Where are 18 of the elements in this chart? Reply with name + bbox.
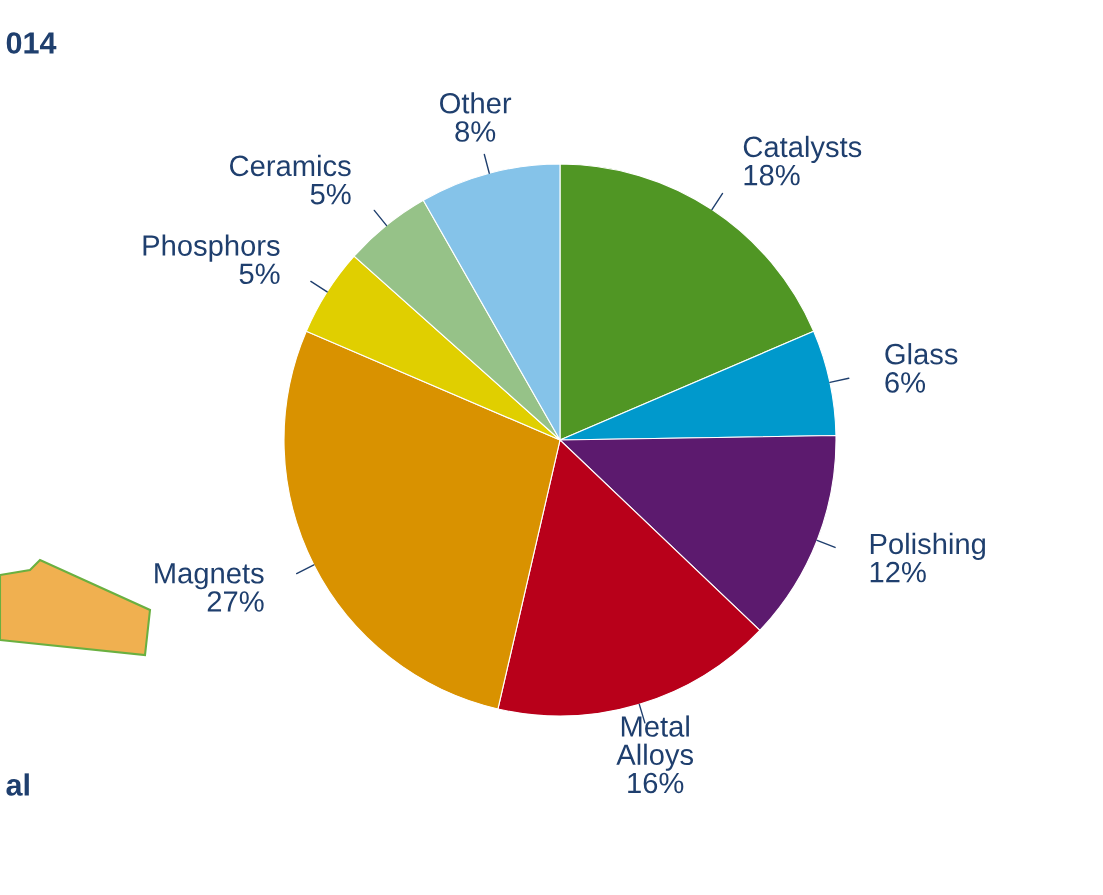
data-label: 5% xyxy=(310,183,351,205)
text: 014 xyxy=(6,32,57,54)
data-label: 16% xyxy=(628,772,684,794)
slice-label: Other xyxy=(440,92,512,114)
data-label: 18% xyxy=(744,164,800,186)
slice-label: Metal Alloys xyxy=(616,715,694,771)
data-label: 8% xyxy=(455,121,496,142)
slice-label: Catalysts xyxy=(743,135,862,163)
slice-label: Magnets xyxy=(155,563,264,590)
slice-label: Glass xyxy=(885,343,958,365)
data-label: 27% xyxy=(207,591,264,612)
slice-label: Polishing xyxy=(870,532,985,560)
slice-label: Ceramics xyxy=(230,154,351,177)
data-label: 12% xyxy=(870,561,926,583)
data-label: 6% xyxy=(885,372,926,393)
slice-label: Phosphors xyxy=(143,234,280,262)
text: al xyxy=(6,773,29,796)
data-label: 5% xyxy=(239,263,280,285)
